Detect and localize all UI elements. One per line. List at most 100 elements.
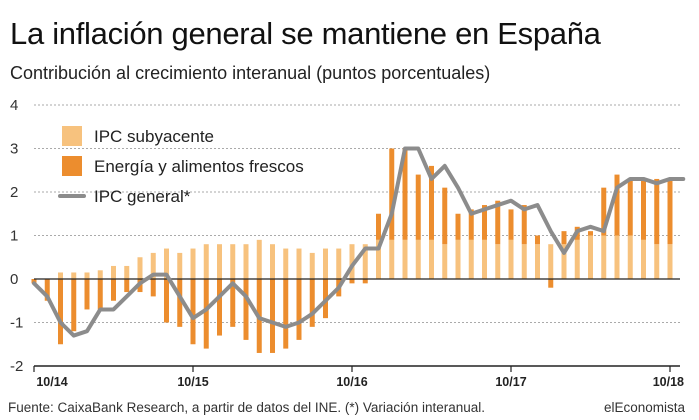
core-bar: [336, 248, 342, 279]
core-bar: [402, 239, 408, 279]
energy-bar: [548, 279, 554, 288]
x-tick-label: 10/14: [36, 375, 67, 389]
energy-bar: [521, 205, 527, 245]
energy-bar: [164, 279, 169, 323]
core-bar: [243, 244, 249, 279]
energy-bar: [641, 178, 646, 240]
core-bar: [455, 239, 461, 279]
core-bar: [84, 272, 90, 279]
core-bar: [641, 239, 646, 279]
core-bar: [323, 248, 328, 279]
energy-bar: [309, 279, 315, 327]
core-bar: [654, 244, 660, 279]
core-bar: [548, 244, 554, 279]
energy-bar: [31, 279, 37, 284]
energy-bar: [415, 174, 421, 240]
core-bar: [389, 239, 395, 279]
energy-bar: [389, 148, 395, 240]
y-tick-label: 0: [10, 271, 18, 288]
energy-bar: [667, 178, 673, 245]
core-bar: [270, 244, 275, 279]
core-bar: [667, 244, 673, 279]
y-tick-label: 3: [10, 141, 18, 158]
energy-bar: [535, 235, 540, 245]
energy-bar: [376, 213, 381, 240]
energy-bar: [71, 279, 77, 332]
legend-core-label: IPC subyacente: [94, 127, 214, 146]
core-bar: [349, 244, 355, 279]
energy-bar: [614, 174, 620, 236]
core-bar: [150, 252, 156, 279]
core-bar: [495, 244, 501, 279]
core-bar: [574, 239, 580, 279]
energy-bar: [627, 178, 633, 236]
core-bar: [415, 239, 421, 279]
energy-bar: [442, 187, 448, 245]
y-tick-label: 1: [10, 228, 18, 245]
energy-bar: [468, 209, 474, 240]
x-tick-label: 10/18: [653, 375, 684, 389]
core-bar: [256, 239, 262, 279]
core-bar: [137, 257, 143, 279]
core-bar: [561, 244, 567, 279]
energy-bar: [455, 213, 461, 240]
core-bar: [468, 239, 474, 279]
legend: IPC subyacente Energía y alimentos fresco…: [58, 126, 304, 206]
energy-bar: [654, 178, 660, 245]
energy-bar: [217, 279, 222, 336]
core-bar: [58, 272, 63, 279]
energy-bar: [124, 279, 130, 293]
energy-bar: [495, 200, 501, 245]
core-bar: [203, 244, 209, 279]
core-bar: [601, 235, 607, 279]
core-bar: [376, 239, 381, 279]
chart-title: La inflación general se mantiene en Espa…: [10, 16, 601, 51]
core-bar: [508, 239, 514, 279]
core-bar: [614, 235, 620, 279]
core-bar: [429, 239, 434, 279]
y-tick-label: 4: [10, 97, 18, 114]
energy-bar: [561, 231, 567, 245]
core-bar: [627, 235, 633, 279]
source-note: Fuente: CaixaBank Research, a partir de …: [8, 400, 485, 415]
core-bar: [124, 265, 130, 279]
chart-subtitle: Contribución al crecimiento interanual (…: [10, 63, 491, 83]
brand-logo-text: elEconomista: [603, 400, 685, 415]
core-bar: [482, 239, 487, 279]
energy-bar: [508, 209, 514, 240]
bars: [31, 148, 673, 353]
core-bar: [521, 244, 527, 279]
legend-core-swatch: [62, 126, 82, 146]
core-bar: [164, 248, 169, 279]
energy-bar: [190, 279, 196, 345]
core-bar: [309, 252, 315, 279]
general-cpi-line: [32, 146, 686, 338]
legend-energy-label: Energía y alimentos frescos: [94, 157, 304, 176]
energy-bar: [362, 279, 368, 284]
legend-energy-swatch: [62, 156, 82, 176]
energy-bar: [482, 205, 487, 240]
y-tick-label: -2: [10, 358, 23, 375]
energy-bar: [283, 279, 289, 349]
core-bar: [190, 248, 196, 279]
energy-bar: [429, 165, 434, 240]
energy-bar: [349, 279, 355, 284]
energy-bar: [177, 279, 183, 327]
core-bar: [111, 265, 116, 279]
axes: 4 3 2 1 0 -1 -2 10/14 10/15 10/16 10/17 10/18: [10, 97, 684, 389]
energy-bar: [601, 187, 607, 236]
core-bar: [296, 248, 302, 279]
core-bar: [362, 244, 368, 279]
energy-bar: [58, 279, 63, 345]
core-bar: [230, 244, 236, 279]
energy-bar: [588, 231, 593, 236]
core-bar: [535, 244, 540, 279]
legend-general-label: IPC general*: [94, 187, 191, 206]
energy-bar: [230, 279, 236, 327]
energy-bar: [97, 279, 103, 310]
energy-bar: [150, 279, 156, 297]
core-bar: [588, 235, 593, 279]
core-bar: [71, 272, 77, 279]
energy-bar: [296, 279, 302, 340]
